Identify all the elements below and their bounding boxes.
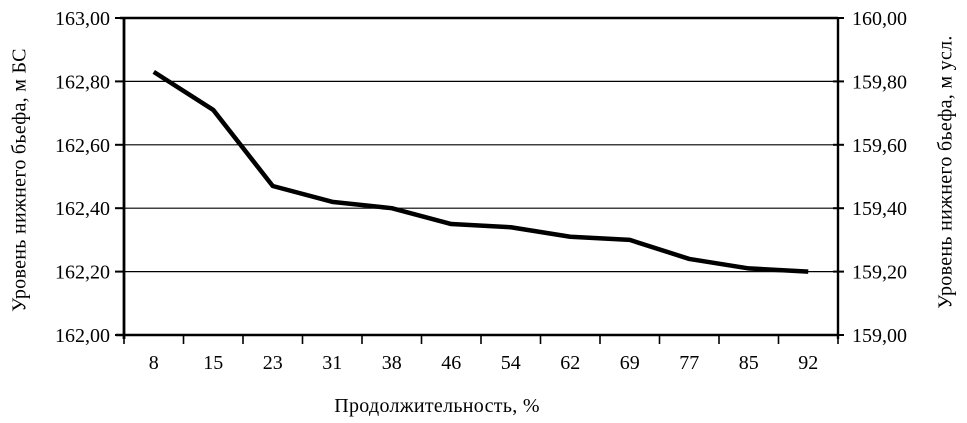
left-axis-title: Уровень нижнего бьефа, м БС	[8, 48, 31, 312]
x-tick-label: 23	[263, 352, 283, 374]
x-tick-label: 46	[441, 352, 461, 374]
x-tick-label: 8	[149, 352, 159, 374]
y-tick-label-left: 162,00	[55, 325, 110, 347]
right-axis-title: Уровень нижнего бьефа, м усл.	[934, 35, 957, 309]
y-tick-label-right: 159,40	[852, 198, 907, 220]
x-axis-title: Продолжительность, %	[334, 395, 540, 417]
y-tick-label-right: 160,00	[852, 8, 907, 30]
y-tick-label-right: 159,80	[852, 71, 907, 93]
x-tick-label: 38	[382, 352, 402, 374]
x-tick-label: 85	[739, 352, 759, 374]
x-tick-label: 77	[679, 352, 699, 374]
y-tick-label-left: 162,60	[55, 135, 110, 157]
x-tick-label: 31	[322, 352, 342, 374]
y-tick-label-left: 163,00	[55, 8, 110, 30]
y-tick-label-right: 159,20	[852, 262, 907, 284]
x-tick-label: 54	[501, 352, 521, 374]
x-tick-label: 92	[798, 352, 818, 374]
data-line	[152, 69, 809, 274]
y-tick-label-left: 162,40	[55, 198, 110, 220]
y-tick-label-right: 159,60	[852, 135, 907, 157]
y-tick-label-left: 162,20	[55, 262, 110, 284]
x-tick-label: 62	[560, 352, 580, 374]
y-tick-label-left: 162,80	[55, 71, 110, 93]
y-tick-label-right: 159,00	[852, 325, 907, 347]
x-tick-label: 69	[620, 352, 640, 374]
x-tick-label: 15	[203, 352, 223, 374]
